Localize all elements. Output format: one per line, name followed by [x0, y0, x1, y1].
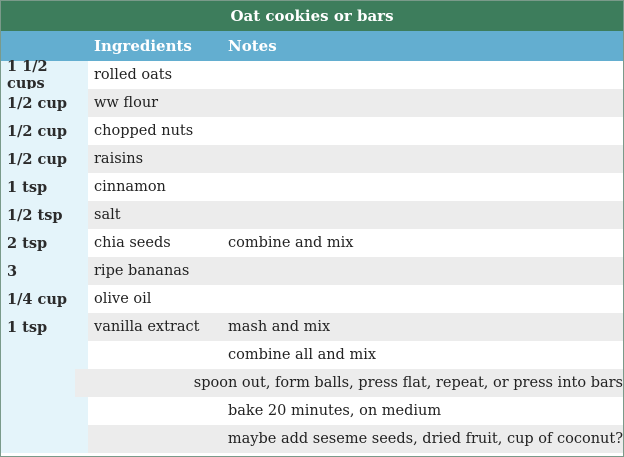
header-notes: Notes [228, 37, 277, 55]
quantity-cell: 1/2 cup [1, 145, 88, 173]
note-cell: maybe add seseme seeds, dried fruit, cup… [221, 425, 623, 453]
table-row: 1 tsp cinnamon [1, 173, 623, 201]
note-cell: mash and mix [222, 313, 623, 341]
quantity-cell: 1 1/2 cups [1, 58, 88, 92]
note-cell [222, 201, 623, 229]
quantity-cell [1, 425, 88, 453]
table-row: 1/2 cup ww flour [1, 89, 623, 117]
note-cell: bake 20 minutes, on medium [222, 397, 623, 425]
ingredient-cell [87, 425, 222, 453]
ingredient-cell: vanilla extract [88, 313, 222, 341]
note-cell [222, 173, 623, 201]
quantity-cell: 1/2 cup [1, 117, 88, 145]
note-cell [222, 89, 623, 117]
header-ingredients: Ingredients [94, 37, 192, 55]
ingredient-cell: ripe bananas [88, 257, 222, 285]
table-row: bake 20 minutes, on medium [1, 397, 623, 425]
table-row: 1/2 cup chopped nuts [1, 117, 623, 145]
ingredient-cell: chopped nuts [88, 117, 222, 145]
table-body: 1 1/2 cups rolled oats 1/2 cup ww flour 1/2 … [1, 58, 623, 453]
note-cell [222, 285, 623, 313]
quantity-cell: 3 [1, 257, 88, 285]
quantity-cell: 1/2 tsp [1, 201, 88, 229]
table-row: 2 tsp chia seeds combine and mix [1, 229, 623, 257]
quantity-cell: 1 tsp [1, 173, 88, 201]
table-row: 1/2 tsp salt [1, 201, 623, 229]
table-row: combine all and mix [1, 341, 623, 369]
quantity-cell: 1/2 cup [1, 89, 88, 117]
note-cell [222, 117, 623, 145]
quantity-cell: 2 tsp [1, 229, 88, 257]
table-row: 1 tsp vanilla extract mash and mix [1, 313, 623, 341]
ingredient-cell: cinnamon [88, 173, 222, 201]
note-cell: combine and mix [222, 229, 623, 257]
note-cell [222, 257, 623, 285]
table-row: 1/4 cup olive oil [1, 285, 623, 313]
ingredient-cell [74, 369, 188, 397]
ingredient-cell: raisins [88, 145, 222, 173]
ingredient-cell [88, 397, 222, 425]
note-cell [222, 61, 623, 89]
ingredient-cell: rolled oats [88, 61, 222, 89]
quantity-cell [1, 369, 75, 397]
table-row: maybe add seseme seeds, dried fruit, cup… [1, 425, 623, 453]
note-cell [222, 145, 623, 173]
table-row: 1 1/2 cups rolled oats [1, 58, 623, 92]
ingredient-cell: ww flour [88, 89, 222, 117]
ingredient-cell [88, 341, 222, 369]
quantity-cell: 1 tsp [1, 313, 88, 341]
quantity-cell [1, 397, 88, 425]
table-row: spoon out, form balls, press flat, repea… [1, 369, 623, 397]
ingredient-cell: chia seeds [88, 229, 222, 257]
note-cell: spoon out, form balls, press flat, repea… [187, 369, 623, 397]
quantity-cell [1, 341, 88, 369]
table-row: 3 ripe bananas [1, 257, 623, 285]
table-title: Oat cookies or bars [1, 1, 623, 31]
quantity-cell: 1/4 cup [1, 285, 88, 313]
ingredient-cell: olive oil [88, 285, 222, 313]
table-header-row: Ingredients Notes [1, 31, 623, 61]
table-row: 1/2 cup raisins [1, 145, 623, 173]
note-cell: combine all and mix [222, 341, 623, 369]
ingredient-cell: salt [88, 201, 222, 229]
